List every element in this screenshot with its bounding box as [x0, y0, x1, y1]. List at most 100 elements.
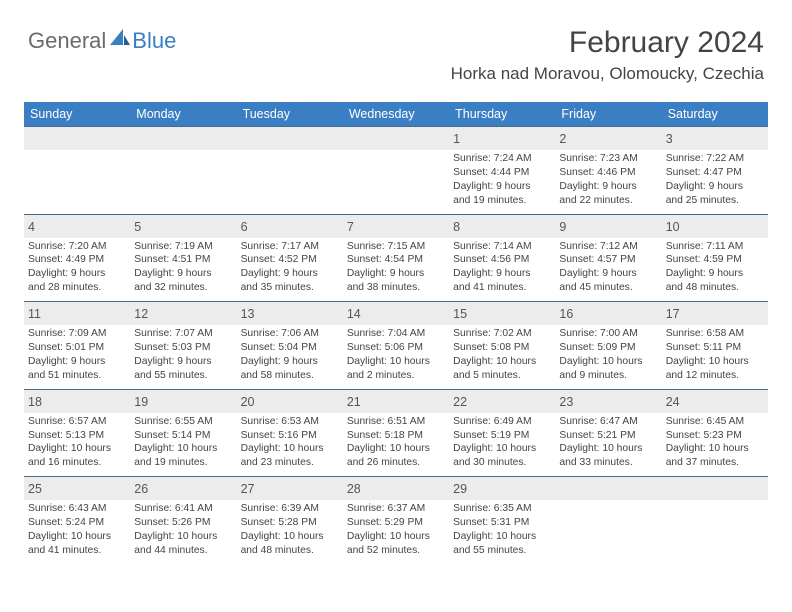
daylight-text: Daylight: 9 hours [666, 180, 764, 194]
sunrise-text: Sunrise: 7:04 AM [347, 327, 445, 341]
day-number: 5 [134, 220, 141, 234]
day-number-bar-empty [130, 127, 236, 150]
sunset-text: Sunset: 5:26 PM [134, 516, 232, 530]
daylight-text: Daylight: 10 hours [453, 530, 551, 544]
sunrise-text: Sunrise: 6:43 AM [28, 502, 126, 516]
calendar-day-cell [662, 477, 768, 564]
day-number: 3 [666, 132, 673, 146]
calendar-day-cell: 26Sunrise: 6:41 AMSunset: 5:26 PMDayligh… [130, 477, 236, 564]
daylight-text: Daylight: 9 hours [666, 267, 764, 281]
day-number-bar: 23 [555, 390, 661, 413]
daylight-text: Daylight: 10 hours [134, 442, 232, 456]
daylight-text: Daylight: 10 hours [28, 442, 126, 456]
calendar-day-cell: 19Sunrise: 6:55 AMSunset: 5:14 PMDayligh… [130, 390, 236, 477]
sunset-text: Sunset: 5:31 PM [453, 516, 551, 530]
calendar-day-cell: 24Sunrise: 6:45 AMSunset: 5:23 PMDayligh… [662, 390, 768, 477]
sunrise-text: Sunrise: 6:35 AM [453, 502, 551, 516]
day-number: 14 [347, 307, 361, 321]
daylight-text: Daylight: 9 hours [134, 355, 232, 369]
calendar-week-row: 18Sunrise: 6:57 AMSunset: 5:13 PMDayligh… [24, 389, 768, 477]
sunset-text: Sunset: 4:59 PM [666, 253, 764, 267]
calendar-day-cell [343, 127, 449, 214]
daylight-text: and 26 minutes. [347, 456, 445, 470]
day-number: 28 [347, 482, 361, 496]
sunset-text: Sunset: 5:04 PM [241, 341, 339, 355]
calendar-day-cell: 11Sunrise: 7:09 AMSunset: 5:01 PMDayligh… [24, 302, 130, 389]
day-of-week-header: Sunday Monday Tuesday Wednesday Thursday… [24, 102, 768, 126]
day-number-bar-empty [24, 127, 130, 150]
calendar-week-row: 4Sunrise: 7:20 AMSunset: 4:49 PMDaylight… [24, 214, 768, 302]
daylight-text: Daylight: 9 hours [453, 180, 551, 194]
title-block: February 2024 Horka nad Moravou, Olomouc… [451, 26, 764, 84]
daylight-text: and 19 minutes. [134, 456, 232, 470]
brand-logo: General Blue [28, 28, 176, 54]
calendar-day-cell: 28Sunrise: 6:37 AMSunset: 5:29 PMDayligh… [343, 477, 449, 564]
sunset-text: Sunset: 4:47 PM [666, 166, 764, 180]
sunset-text: Sunset: 5:29 PM [347, 516, 445, 530]
sunrise-text: Sunrise: 6:39 AM [241, 502, 339, 516]
daylight-text: Daylight: 10 hours [241, 530, 339, 544]
sunset-text: Sunset: 5:11 PM [666, 341, 764, 355]
sunrise-text: Sunrise: 7:23 AM [559, 152, 657, 166]
day-number: 24 [666, 395, 680, 409]
day-number: 4 [28, 220, 35, 234]
sunrise-text: Sunrise: 7:19 AM [134, 240, 232, 254]
day-number-bar: 22 [449, 390, 555, 413]
calendar-day-cell: 16Sunrise: 7:00 AMSunset: 5:09 PMDayligh… [555, 302, 661, 389]
calendar-day-cell: 10 Sunrise: 7:11 AMSunset: 4:59 PMDayligh… [662, 215, 768, 302]
daylight-text: Daylight: 10 hours [453, 442, 551, 456]
sunset-text: Sunset: 4:44 PM [453, 166, 551, 180]
daylight-text: and 52 minutes. [347, 544, 445, 558]
daylight-text: Daylight: 9 hours [347, 267, 445, 281]
sunset-text: Sunset: 5:18 PM [347, 429, 445, 443]
daylight-text: and 45 minutes. [559, 281, 657, 295]
daylight-text: Daylight: 9 hours [559, 180, 657, 194]
day-number-bar: 10 [662, 215, 768, 238]
daylight-text: Daylight: 10 hours [666, 355, 764, 369]
daylight-text: and 30 minutes. [453, 456, 551, 470]
logo-text-blue: Blue [132, 28, 176, 54]
day-number-bar: 21 [343, 390, 449, 413]
dow-friday: Friday [555, 102, 661, 126]
day-number-bar: 9 [555, 215, 661, 238]
calendar-day-cell: 15Sunrise: 7:02 AMSunset: 5:08 PMDayligh… [449, 302, 555, 389]
calendar-day-cell: 2Sunrise: 7:23 AMSunset: 4:46 PMDaylight… [555, 127, 661, 214]
daylight-text: and 55 minutes. [134, 369, 232, 383]
daylight-text: Daylight: 10 hours [453, 355, 551, 369]
sunset-text: Sunset: 5:14 PM [134, 429, 232, 443]
sunrise-text: Sunrise: 7:02 AM [453, 327, 551, 341]
calendar-day-cell: 23Sunrise: 6:47 AMSunset: 5:21 PMDayligh… [555, 390, 661, 477]
dow-wednesday: Wednesday [343, 102, 449, 126]
calendar-day-cell: 9Sunrise: 7:12 AMSunset: 4:57 PMDaylight… [555, 215, 661, 302]
sunrise-text: Sunrise: 7:22 AM [666, 152, 764, 166]
day-number-bar: 25 [24, 477, 130, 500]
daylight-text: and 23 minutes. [241, 456, 339, 470]
daylight-text: Daylight: 10 hours [347, 530, 445, 544]
daylight-text: Daylight: 10 hours [666, 442, 764, 456]
day-number: 1 [453, 132, 460, 146]
calendar-day-cell: 6Sunrise: 7:17 AMSunset: 4:52 PMDaylight… [237, 215, 343, 302]
daylight-text: and 41 minutes. [28, 544, 126, 558]
daylight-text: and 37 minutes. [666, 456, 764, 470]
day-number-bar-empty [555, 477, 661, 500]
location-subtitle: Horka nad Moravou, Olomoucky, Czechia [451, 64, 764, 84]
daylight-text: and 25 minutes. [666, 194, 764, 208]
daylight-text: Daylight: 9 hours [28, 267, 126, 281]
day-number: 10 [666, 220, 680, 234]
day-number-bar: 26 [130, 477, 236, 500]
sunset-text: Sunset: 5:09 PM [559, 341, 657, 355]
daylight-text: and 12 minutes. [666, 369, 764, 383]
calendar-day-cell: 4Sunrise: 7:20 AMSunset: 4:49 PMDaylight… [24, 215, 130, 302]
daylight-text: and 33 minutes. [559, 456, 657, 470]
calendar-day-cell [237, 127, 343, 214]
day-number: 6 [241, 220, 248, 234]
day-number-bar: 17 [662, 302, 768, 325]
sunrise-text: Sunrise: 7:17 AM [241, 240, 339, 254]
sunrise-text: Sunrise: 6:45 AM [666, 415, 764, 429]
sunrise-text: Sunrise: 7:11 AM [666, 240, 764, 254]
day-number: 9 [559, 220, 566, 234]
daylight-text: Daylight: 9 hours [559, 267, 657, 281]
daylight-text: Daylight: 10 hours [559, 442, 657, 456]
daylight-text: Daylight: 10 hours [28, 530, 126, 544]
daylight-text: and 48 minutes. [666, 281, 764, 295]
